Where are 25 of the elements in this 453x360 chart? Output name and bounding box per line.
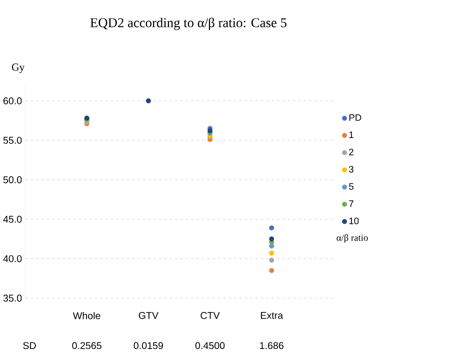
legend-label: 5 [349, 183, 354, 190]
text: 0.0159 [134, 342, 163, 350]
y-tick-label: 45.0 [3, 216, 22, 223]
y-tick-label: 55.0 [3, 136, 22, 144]
y-axis-title: Gy [12, 64, 25, 73]
y-tick-label: 40.0 [3, 255, 22, 262]
legend-label: 1 [349, 132, 354, 138]
text: SD [23, 342, 36, 350]
y-tick-label: 50.0 [3, 176, 22, 184]
legend-label: 10 [349, 218, 359, 224]
legend-label: 2 [349, 148, 354, 156]
legend-label: 7 [349, 200, 354, 207]
text: 0.2565 [72, 342, 102, 350]
legend-title: α/β ratio [336, 234, 368, 243]
legend-label: PD [349, 114, 362, 121]
text: 0.4500 [195, 342, 225, 350]
x-tick-label: GTV [138, 312, 158, 320]
y-tick-label: 35.0 [3, 294, 22, 302]
chart-title: EQD2 according to α/β ratio: Case 5 [90, 18, 286, 30]
text: 1.686 [260, 342, 284, 350]
x-tick-label: Whole [72, 312, 100, 320]
x-tick-label: Extra [260, 312, 284, 319]
x-tick-label: CTV [200, 312, 220, 320]
legend-label: 3 [348, 166, 354, 173]
y-tick-label: 60.0 [3, 97, 22, 104]
